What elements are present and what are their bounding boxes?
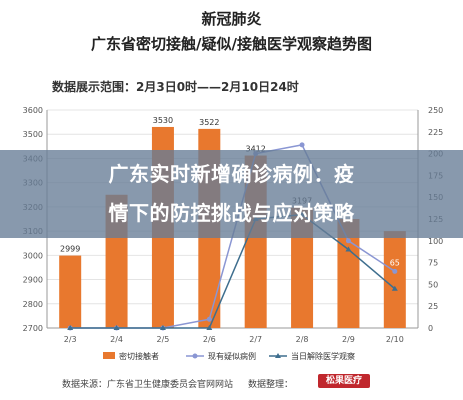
right-tick-label: 75 [428, 259, 438, 268]
x-tick-label: 2/3 [64, 335, 77, 344]
line-point [67, 325, 74, 330]
x-tick-label: 2/7 [249, 335, 262, 344]
x-tick-label: 2/10 [386, 335, 404, 344]
legend-marker [275, 353, 281, 358]
right-tick-label: 0 [428, 324, 433, 333]
line-data-label: 65 [390, 258, 400, 267]
right-tick-label: 50 [428, 280, 438, 289]
left-tick-label: 2900 [23, 276, 43, 285]
x-tick-label: 2/4 [110, 335, 123, 344]
x-tick-label: 2/8 [296, 335, 309, 344]
line-point [113, 325, 120, 330]
legend-marker [192, 353, 198, 359]
legend-swatch-bar [103, 352, 115, 359]
bar [383, 231, 406, 328]
x-tick-label: 2/9 [342, 335, 355, 344]
x-tick-label: 2/6 [203, 335, 216, 344]
line-point [345, 246, 352, 252]
left-tick-label: 3600 [23, 106, 43, 115]
legend-label: 密切接触者 [119, 351, 159, 361]
data-editor-label: 数据整理： [248, 380, 294, 390]
left-tick-label: 3000 [23, 251, 43, 260]
chart-title-line1: 新冠肺炎 [201, 10, 262, 28]
bar-data-label: 3522 [199, 118, 219, 127]
x-tick-label: 2/5 [157, 335, 170, 344]
bar-data-label: 2999 [60, 245, 80, 254]
right-tick-label: 225 [428, 128, 443, 137]
line-point [206, 316, 212, 322]
legend-label: 当日解除医学观察 [291, 351, 355, 361]
series-line [70, 213, 396, 329]
date-range-label: 数据展示范围：2月3日0时——2月10日24时 [52, 80, 299, 94]
bar-data-label: 3530 [153, 116, 173, 125]
chart-title-line2: 广东省密切接触/疑似/接触医学观察趋势图 [91, 35, 372, 53]
line-point [206, 325, 213, 330]
legend-label: 现有疑似病例 [208, 351, 256, 361]
brand-logo: 松果医疗 [318, 374, 370, 388]
left-tick-label: 2800 [23, 300, 43, 309]
line-point [299, 142, 305, 148]
overlay-banner: 广东实时新增确诊病例：疫 情下的防控挑战与应对策略 [0, 150, 463, 238]
bar-data-label: 3412 [246, 145, 266, 154]
line-point [345, 238, 351, 244]
left-tick-label: 2700 [23, 324, 43, 333]
right-tick-label: 100 [428, 237, 443, 246]
data-source: 数据来源：广东省卫生健康委员会官网网站 [62, 380, 234, 390]
bar [59, 255, 82, 328]
line-point [391, 285, 398, 291]
right-tick-label: 25 [428, 302, 438, 311]
overlay-headline-line2: 情下的防控挑战与应对策略 [108, 201, 355, 225]
line-point [392, 268, 398, 274]
left-tick-label: 3500 [23, 130, 43, 139]
overlay-headline-line1: 广东实时新增确诊病例：疫 [108, 162, 355, 186]
line-point [159, 325, 166, 330]
right-tick-label: 250 [428, 106, 443, 115]
